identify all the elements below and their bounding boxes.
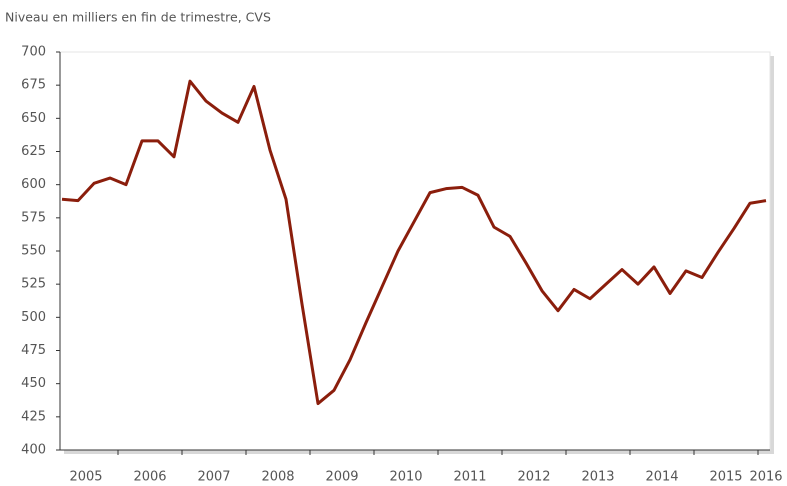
y-tick-label: 400 [21, 443, 46, 458]
y-tick-label: 475 [21, 343, 46, 358]
y-tick-label: 650 [21, 111, 46, 126]
x-tick-label: 2012 [517, 470, 550, 485]
y-tick-label: 600 [21, 177, 46, 192]
y-tick-label: 500 [21, 310, 46, 325]
y-tick-label: 625 [21, 144, 46, 159]
x-tick-label: 2006 [133, 470, 166, 485]
y-tick-label: 700 [21, 45, 46, 60]
x-tick-label: 2014 [645, 470, 678, 485]
chart-title: Niveau en milliers en fin de trimestre, … [5, 10, 271, 25]
y-tick-label: 450 [21, 376, 46, 391]
y-tick-label: 575 [21, 210, 46, 225]
plot-area [59, 51, 771, 451]
x-tick-label: 2008 [261, 470, 294, 485]
x-tick-label: 2005 [69, 470, 102, 485]
x-tick-label: 2010 [389, 470, 422, 485]
x-tick-label: 2011 [453, 470, 486, 485]
x-tick-label: 2013 [581, 470, 614, 485]
y-tick-label: 550 [21, 244, 46, 259]
y-tick-label: 425 [21, 409, 46, 424]
data-line [61, 79, 767, 406]
x-tick-label: 2015 [709, 470, 742, 485]
x-tick-label: 2009 [325, 470, 358, 485]
y-tick-label: 525 [21, 277, 46, 292]
y-tick-label: 675 [21, 78, 46, 93]
x-tick-label: 2007 [197, 470, 230, 485]
x-tick-label: 2016 [749, 470, 782, 485]
